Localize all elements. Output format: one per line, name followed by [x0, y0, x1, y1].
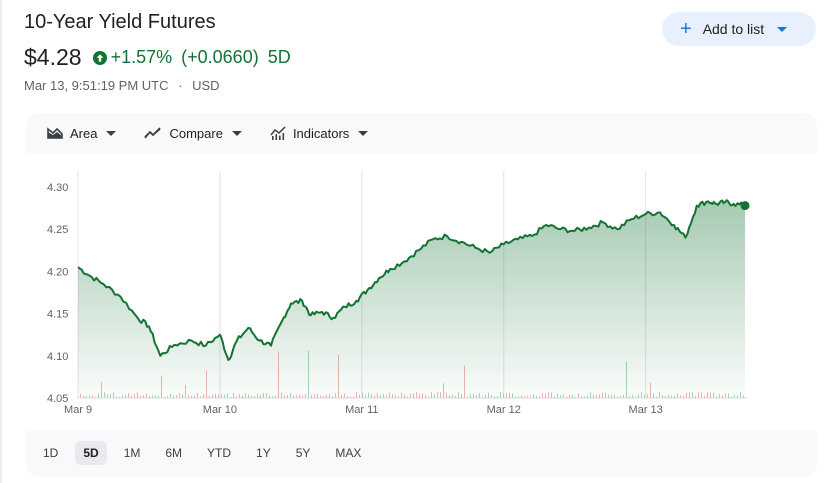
price: $4.28 — [24, 44, 82, 70]
page-title: 10-Year Yield Futures — [24, 11, 216, 33]
range-5d[interactable]: 5D — [75, 441, 107, 465]
range-max[interactable]: MAX — [335, 446, 362, 460]
left-border — [0, 0, 2, 483]
range-1y[interactable]: 1Y — [256, 446, 271, 460]
caret-down-icon — [231, 130, 242, 136]
chart-toolbar: Area Compare Indicators — [26, 113, 817, 153]
change-period: 5D — [267, 47, 291, 67]
range-6m[interactable]: 6M — [165, 446, 183, 460]
price-row: $4.28 +1.57% (+0.0660) 5D — [24, 44, 291, 71]
area-dropdown[interactable]: Area — [47, 125, 117, 141]
add-to-list-label: Add to list — [702, 21, 765, 37]
range-1m[interactable]: 1M — [123, 446, 141, 460]
timestamp: Mar 13, 9:51:19 PM UTC — [24, 78, 169, 93]
arrow-up-circle-icon — [92, 50, 107, 65]
compare-dropdown[interactable]: Compare — [144, 125, 242, 141]
quote-meta: Mar 13, 9:51:19 PM UTC · USD — [24, 78, 220, 93]
indicators-dropdown[interactable]: Indicators — [270, 125, 369, 141]
change-pct: +1.57% — [110, 47, 173, 67]
area-label: Area — [70, 125, 98, 141]
chart-area — [26, 153, 817, 431]
caret-down-icon — [777, 26, 788, 32]
chart-panel: Area Compare Indicators 1D 5D 1M 6M YTD 1Y 5Y M… — [26, 113, 817, 477]
change-abs: (+0.0660) — [181, 47, 259, 67]
indicators-label: Indicators — [292, 125, 350, 141]
add-to-list-button[interactable]: + Add to list — [662, 12, 816, 46]
price-change: +1.57% (+0.0660) 5D — [111, 47, 291, 68]
separator-dot: · — [178, 78, 183, 93]
indicators-icon — [270, 126, 286, 140]
range-ytd[interactable]: YTD — [207, 446, 232, 460]
range-selector: 1D 5D 1M 6M YTD 1Y 5Y MAX — [26, 441, 369, 465]
area-chart-icon — [47, 127, 63, 139]
caret-down-icon — [106, 130, 117, 136]
currency: USD — [192, 78, 220, 93]
compare-icon — [144, 127, 162, 139]
plus-icon: + — [680, 18, 692, 40]
range-1d[interactable]: 1D — [43, 446, 59, 460]
compare-label: Compare — [169, 125, 223, 141]
range-5y[interactable]: 5Y — [295, 446, 311, 460]
caret-down-icon — [358, 130, 369, 136]
